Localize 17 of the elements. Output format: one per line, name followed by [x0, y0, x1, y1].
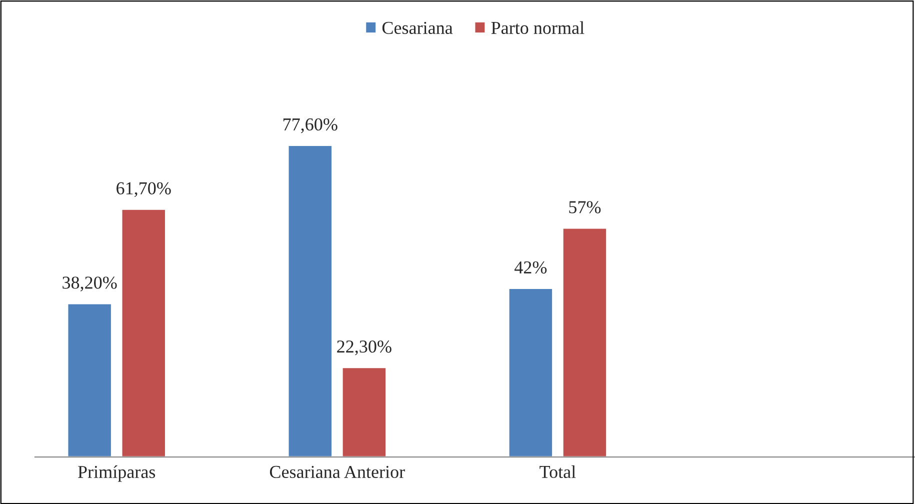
bar	[66, 302, 112, 457]
data-label: 77,60%	[283, 118, 338, 134]
bar	[562, 227, 608, 457]
x-tick-label: Primíparas	[78, 465, 156, 482]
data-label: 42%	[514, 261, 547, 274]
bar	[341, 366, 387, 457]
legend-label: Parto normal	[491, 21, 584, 34]
x-tick-label: Total	[540, 465, 576, 478]
bar	[120, 208, 166, 457]
data-label: 61,70%	[116, 182, 171, 197]
bar	[508, 288, 554, 457]
x-tick-label: Cesariana Anterior	[270, 466, 405, 478]
data-label: 22,30%	[337, 340, 392, 356]
data-label: 38,20%	[62, 276, 117, 292]
data-label: 57%	[569, 201, 601, 214]
bar	[287, 144, 333, 457]
legend-label: Cesariana	[382, 22, 453, 34]
